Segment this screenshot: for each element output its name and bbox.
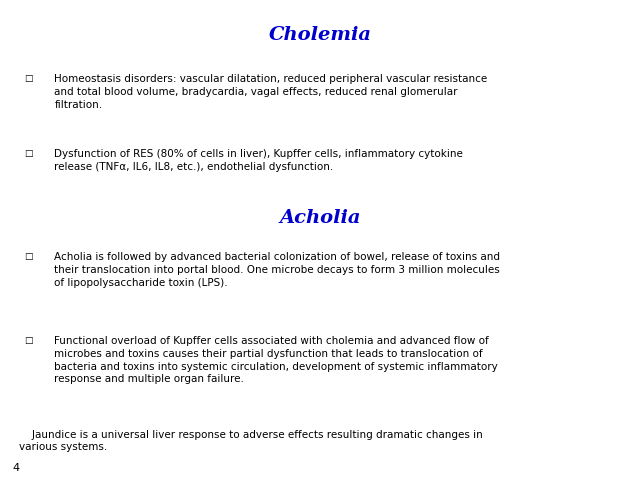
Text: Acholia: Acholia (279, 209, 361, 227)
Text: Jaundice is a universal liver response to adverse effects resulting dramatic cha: Jaundice is a universal liver response t… (19, 430, 483, 452)
Text: Homeostasis disorders: vascular dilatation, reduced peripheral vascular resistan: Homeostasis disorders: vascular dilatati… (54, 74, 488, 110)
Text: □: □ (24, 336, 33, 345)
Text: □: □ (24, 252, 33, 261)
Text: Acholia is followed by advanced bacterial colonization of bowel, release of toxi: Acholia is followed by advanced bacteria… (54, 252, 500, 288)
Text: Dysfunction of RES (80% of cells in liver), Kupffer cells, inflammatory cytokine: Dysfunction of RES (80% of cells in live… (54, 149, 463, 172)
Text: □: □ (24, 74, 33, 84)
Text: □: □ (24, 149, 33, 158)
Text: 4: 4 (13, 463, 20, 473)
Text: Cholemia: Cholemia (269, 26, 371, 45)
Text: Functional overload of Kupffer cells associated with cholemia and advanced flow : Functional overload of Kupffer cells ass… (54, 336, 498, 384)
